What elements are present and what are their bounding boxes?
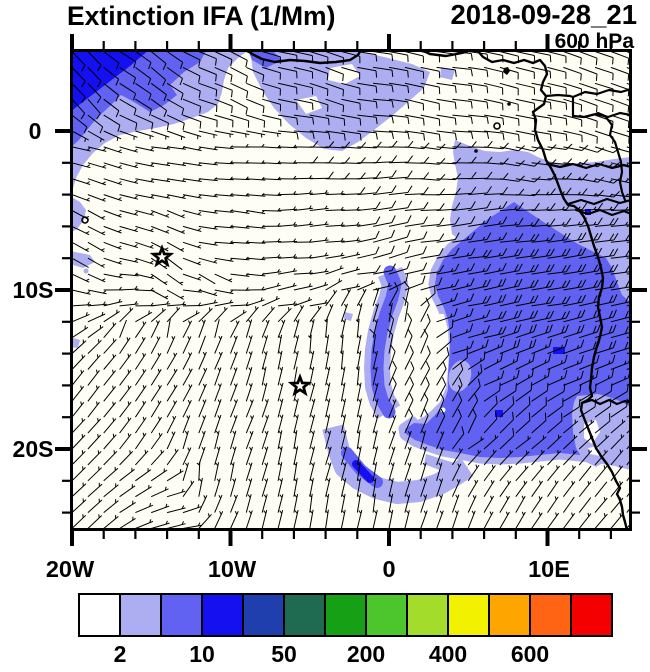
svg-text:2018-09-28_21: 2018-09-28_21: [450, 0, 637, 30]
svg-text:400: 400: [429, 641, 467, 667]
svg-text:10E: 10E: [528, 556, 570, 582]
svg-text:10S: 10S: [13, 277, 54, 303]
svg-text:2: 2: [114, 641, 127, 667]
svg-text:20W: 20W: [46, 556, 95, 582]
svg-text:0: 0: [29, 118, 42, 144]
svg-text:50: 50: [271, 641, 297, 667]
svg-text:200: 200: [347, 641, 385, 667]
svg-text:600: 600: [511, 641, 549, 667]
svg-text:10: 10: [189, 641, 215, 667]
svg-text:600 hPa: 600 hPa: [555, 30, 635, 53]
svg-text:20S: 20S: [13, 436, 54, 462]
svg-text:Extinction IFA (1/Mm): Extinction IFA (1/Mm): [67, 1, 335, 31]
svg-text:10W: 10W: [208, 556, 257, 582]
svg-text:0: 0: [382, 556, 395, 582]
